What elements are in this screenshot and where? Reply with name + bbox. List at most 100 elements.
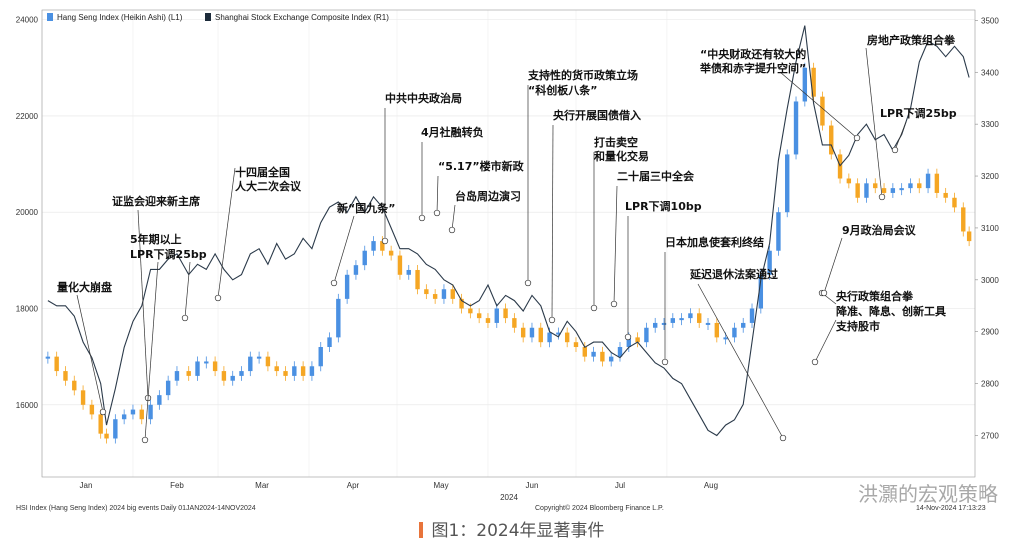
annotation-label: 5年期以上 [130,232,182,246]
candle-body [292,366,297,376]
candle-body [899,188,904,191]
candle-body [353,265,359,275]
annotation-leader [823,237,843,294]
candle-body [767,250,772,275]
candle-body [406,269,411,275]
candle-body [165,380,171,396]
candle-body [157,395,162,405]
annotation-label: “科创板八条” [528,83,597,97]
annotation-leader [333,215,355,284]
annotation-leader [137,209,149,399]
annotation-marker [779,434,787,442]
candle-body [635,337,640,343]
annotation-leader [551,124,554,321]
candle-body [485,318,491,323]
candle-body [829,125,834,155]
annotation-label: 降准、降息、创新工具 [836,304,946,318]
candle-body [864,183,869,198]
candle-body [600,351,605,362]
candle-body [855,183,860,198]
annotation-label: LPR下调25bp [130,247,207,261]
candle-body [104,433,109,439]
annotation-label: 量化大崩盘 [57,280,112,294]
candle-body [785,154,790,213]
annotation-leader [76,294,104,413]
x-axis-year: 2024 [500,493,518,502]
annotation-leader [451,204,456,231]
candle-body [564,332,570,343]
candle-body [318,347,323,367]
candle-body [371,241,376,251]
candle-body [248,356,253,372]
right-tick-label: 3400 [981,68,999,77]
candle-body [195,361,200,376]
left-tick-label: 24000 [16,16,39,25]
annotation-label: 新“国九条” [337,201,395,215]
candle-body [503,308,508,319]
candle-body [441,289,447,299]
candle-body [890,188,896,193]
annotation-leader [613,185,618,305]
annotation-label: “5.17”楼市新政 [438,159,525,173]
annotation-leader [814,319,837,363]
right-tick-label: 3500 [981,16,999,25]
candle-body [626,337,631,348]
candle-body [538,327,543,343]
candle-body [362,250,367,266]
annotation-marker [418,214,426,222]
candle-body [661,322,667,325]
candle-body [873,183,878,189]
candle-body [520,327,526,338]
candle-body [925,173,931,189]
right-tick-label: 3100 [981,224,999,233]
hang-seng-candles [45,62,972,444]
candle-body [934,173,940,193]
annotation-marker [433,209,441,217]
annotation-label: 举债和赤字提升空间” [699,61,806,75]
candle-body [741,322,746,328]
candle-body [63,371,68,381]
caption-marker [419,522,424,538]
annotation-marker [820,289,828,297]
candle-body [688,313,693,319]
candle-body [573,342,579,348]
x-tick-label: Apr [347,481,360,490]
annotation-label: 延迟退休法案通过 [689,267,778,281]
annotation-label: 二十届三中全会 [617,169,695,183]
annotation-marker [99,408,107,416]
candle-body [397,255,403,275]
candle-body [212,361,218,372]
candle-body [139,409,144,420]
annotation-label: 9月政治局会议 [842,223,917,237]
candle-body [820,96,825,126]
annotation-label: 央行开展国债借入 [553,108,641,122]
candle-body [908,183,913,189]
annotation-marker [548,316,556,324]
candle-body [670,318,676,323]
x-tick-label: Jul [615,481,625,490]
candle-body [652,322,658,328]
candle-body [388,250,394,256]
x-tick-label: May [433,481,448,490]
candle-body [204,361,209,364]
candle-body [679,318,684,321]
candle-body [512,318,517,328]
candle-body [917,183,922,189]
annotation-label: 证监会迎来新主席 [112,194,200,208]
candle-body [547,332,552,343]
annotation-marker [381,237,389,245]
right-tick-label: 2700 [981,431,999,440]
candle-body [230,375,235,381]
candle-body [221,371,227,381]
shanghai-line [47,25,970,437]
figure-caption: 图1：2024年显著事件 [0,516,1024,541]
annotation-marker [181,314,189,322]
x-tick-label: Jan [80,481,93,490]
left-tick-label: 20000 [16,208,39,217]
candle-body [802,67,808,102]
candle-body [494,308,499,323]
candle-body [846,178,852,184]
legend: Hang Seng Index (Heikin Ashi) (L1) Shang… [47,13,389,22]
annotation-leader [217,167,236,299]
legend-swatch-hsi [47,13,53,21]
